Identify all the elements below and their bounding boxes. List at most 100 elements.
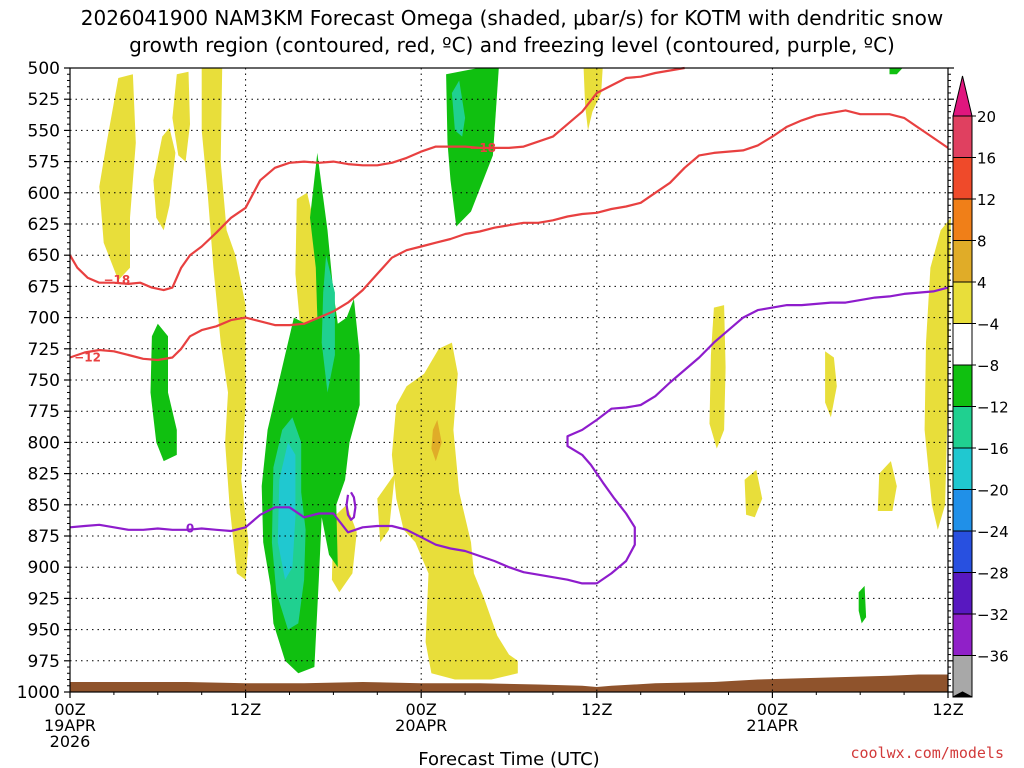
y-tick-label: 900 bbox=[28, 558, 60, 578]
omega-region bbox=[709, 305, 726, 449]
colorbar-label: 4 bbox=[977, 274, 987, 292]
colorbar-label: −20 bbox=[977, 482, 1009, 500]
x-tick-label: 12Z bbox=[230, 700, 261, 719]
colorbar-label: −24 bbox=[977, 523, 1009, 541]
y-tick-label: 975 bbox=[28, 652, 60, 672]
omega-region bbox=[877, 461, 897, 511]
omega-region bbox=[825, 351, 837, 418]
omega-region bbox=[153, 127, 176, 231]
colorbar-swatch bbox=[952, 115, 973, 158]
omega-region bbox=[201, 68, 249, 580]
colorbar-swatch bbox=[952, 406, 973, 449]
y-axis: 500 525 550 575 600 625 650 675 700 725 750 775 800 8… bbox=[17, 59, 954, 703]
colorbar-swatch bbox=[952, 489, 973, 532]
contour-line bbox=[69, 66, 685, 292]
contour-label: −18 bbox=[469, 141, 496, 155]
y-tick-label: 775 bbox=[28, 402, 60, 422]
omega-region bbox=[889, 68, 903, 75]
y-tick-label: 1000 bbox=[17, 683, 60, 703]
omega-region bbox=[451, 80, 466, 137]
colorbar-label: 20 bbox=[977, 108, 996, 126]
omega-region bbox=[321, 255, 335, 393]
omega-region bbox=[858, 585, 867, 624]
x-tick-label: 00Z bbox=[757, 700, 788, 719]
omega-region bbox=[331, 504, 357, 593]
terrain-fill bbox=[70, 674, 948, 692]
colorbar-swatch bbox=[952, 281, 973, 324]
colorbar-label: 12 bbox=[977, 191, 996, 209]
credit-text: coolwx.com/models bbox=[850, 744, 1004, 762]
x-tick-label: 19APR bbox=[44, 716, 96, 735]
colorbar-label: 8 bbox=[977, 233, 987, 251]
colorbar-swatch bbox=[952, 198, 973, 241]
y-tick-label: 550 bbox=[28, 121, 60, 141]
colorbar-swatch bbox=[952, 613, 973, 656]
plot-frame bbox=[69, 67, 949, 693]
colorbar-label: −36 bbox=[977, 648, 1009, 666]
omega-region bbox=[377, 473, 395, 543]
omega-region bbox=[924, 217, 951, 530]
x-tick-label: 21APR bbox=[746, 716, 798, 735]
y-tick-label: 675 bbox=[28, 277, 60, 297]
colorbar-top-arrow bbox=[952, 75, 973, 117]
terrain-layer bbox=[70, 674, 948, 692]
x-tick-label: 2026 bbox=[50, 732, 91, 751]
omega-region bbox=[277, 442, 296, 580]
title-line-2: growth region (contoured, red, ºC) and f… bbox=[129, 33, 895, 57]
y-tick-label: 925 bbox=[28, 589, 60, 609]
omega-region bbox=[431, 419, 442, 462]
x-tick-label: 12Z bbox=[581, 700, 612, 719]
x-tick-label: 00Z bbox=[54, 700, 85, 719]
y-tick-label: 525 bbox=[28, 90, 60, 110]
chart-title: 2026041900 NAM3KM Forecast Omega (shaded… bbox=[81, 6, 943, 57]
y-tick-label: 875 bbox=[28, 527, 60, 547]
x-tick-label: 00Z bbox=[406, 700, 437, 719]
colorbar-label: −4 bbox=[977, 316, 999, 334]
colorbar-label: −12 bbox=[977, 399, 1009, 417]
colorbar-swatch bbox=[952, 240, 973, 283]
y-tick-label: 850 bbox=[28, 496, 60, 516]
colorbar-swatch bbox=[952, 530, 973, 573]
colorbar-swatch bbox=[952, 447, 973, 490]
omega-region bbox=[744, 469, 763, 518]
colorbar-swatch bbox=[952, 157, 973, 200]
contour-line bbox=[69, 286, 949, 585]
x-tick-label: 12Z bbox=[932, 700, 963, 719]
colorbar-swatch bbox=[952, 572, 973, 615]
y-tick-label: 650 bbox=[28, 246, 60, 266]
grid-lines bbox=[70, 68, 948, 692]
y-tick-label: 800 bbox=[28, 433, 60, 453]
colorbar-label: 16 bbox=[977, 150, 996, 168]
colorbar-label: −16 bbox=[977, 440, 1009, 458]
x-axis-label: Forecast Time (UTC) bbox=[418, 749, 599, 768]
colorbar-label: −32 bbox=[977, 606, 1009, 624]
omega-region bbox=[172, 71, 190, 162]
y-tick-label: 575 bbox=[28, 153, 60, 173]
contour-label: −12 bbox=[74, 351, 101, 365]
omega-region bbox=[150, 323, 177, 462]
omega-region bbox=[391, 342, 518, 680]
title-line-1: 2026041900 NAM3KM Forecast Omega (shaded… bbox=[81, 6, 943, 30]
colorbar-swatch bbox=[952, 655, 973, 698]
y-tick-label: 600 bbox=[28, 184, 60, 204]
y-tick-label: 950 bbox=[28, 621, 60, 641]
contour-line bbox=[345, 491, 357, 521]
contour-layer: −18 −18 −12 0 bbox=[69, 66, 949, 585]
y-tick-label: 825 bbox=[28, 465, 60, 485]
colorbar-label: −28 bbox=[977, 565, 1009, 583]
y-tick-label: 625 bbox=[28, 215, 60, 235]
y-tick-label: 500 bbox=[28, 59, 60, 79]
omega-shading-layer bbox=[99, 68, 951, 680]
colorbar-bottom-arrow bbox=[952, 691, 973, 698]
colorbar-label: −8 bbox=[977, 357, 999, 375]
contour-line bbox=[69, 109, 949, 362]
y-tick-label: 725 bbox=[28, 340, 60, 360]
y-tick-label: 700 bbox=[28, 309, 60, 329]
colorbar-swatch bbox=[952, 323, 973, 366]
omega-region bbox=[99, 74, 136, 281]
x-tick-label: 20APR bbox=[395, 716, 447, 735]
colorbar-swatch bbox=[952, 364, 973, 407]
y-tick-label: 750 bbox=[28, 371, 60, 391]
